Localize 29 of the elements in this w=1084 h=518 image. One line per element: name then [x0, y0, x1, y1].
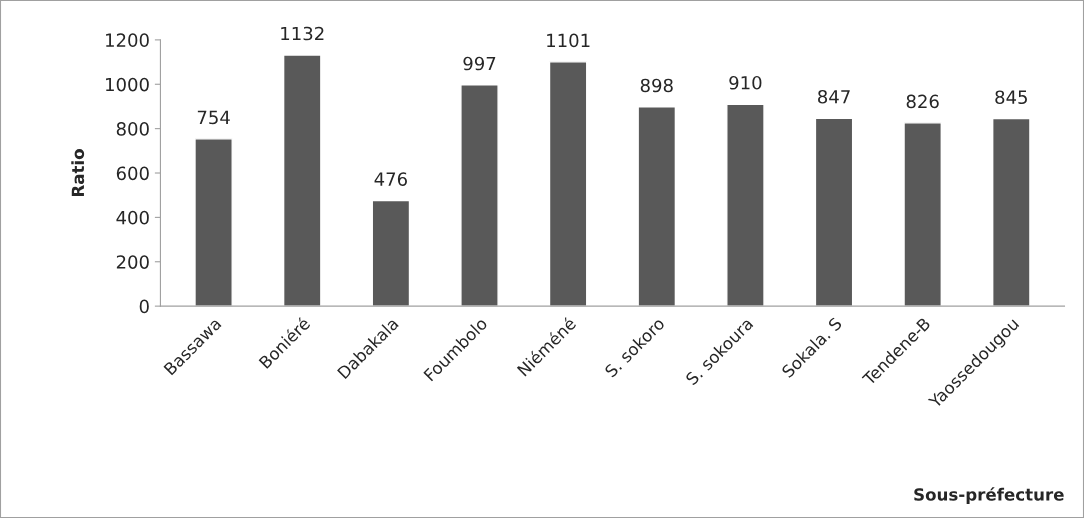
y-tick-label: 400 [116, 210, 149, 225]
bar [194, 138, 233, 307]
y-tick-label: 800 [116, 122, 149, 136]
y-tick-label: 200 [116, 255, 149, 269]
data-label: 898 [640, 78, 673, 93]
bar [282, 54, 322, 307]
bar [637, 106, 677, 307]
y-axis-title: Ratio [71, 149, 85, 197]
data-label: 1101 [547, 33, 590, 48]
bar [460, 84, 499, 307]
bar [726, 103, 765, 307]
data-label: 847 [818, 89, 850, 104]
bar [371, 199, 411, 307]
data-label: 1132 [281, 26, 324, 41]
data-label: 826 [906, 94, 939, 109]
y-tick-label: 1000 [106, 77, 149, 92]
y-tick-label: 1200 [106, 33, 149, 47]
bar [548, 61, 588, 307]
bar [814, 117, 854, 307]
data-label: 845 [995, 90, 1027, 105]
data-label: 476 [374, 172, 407, 186]
y-tick-label: 0 [139, 299, 149, 314]
bar [903, 122, 942, 307]
data-label: 754 [197, 110, 230, 125]
bar [992, 117, 1031, 307]
data-label: 910 [729, 75, 762, 90]
y-tick-label: 600 [116, 166, 149, 181]
data-label: 997 [463, 56, 496, 71]
x-axis-title: Sous-préfecture [914, 487, 1064, 504]
